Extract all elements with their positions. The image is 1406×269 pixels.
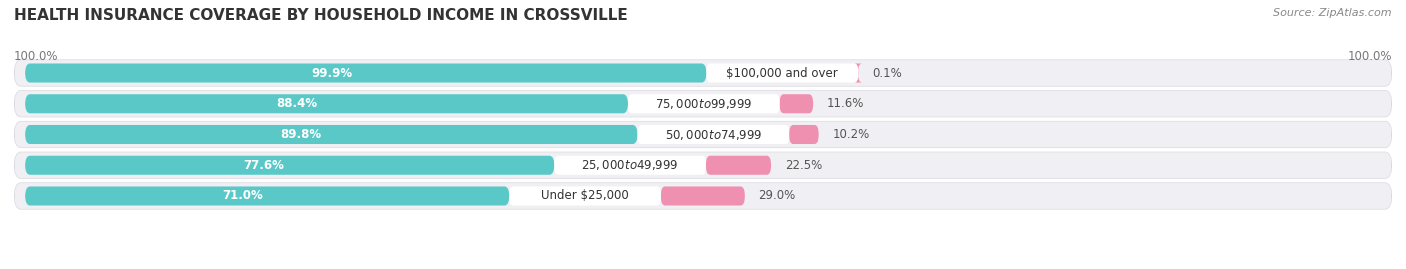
Text: Source: ZipAtlas.com: Source: ZipAtlas.com [1274,8,1392,18]
FancyBboxPatch shape [14,183,1392,209]
Text: 99.9%: 99.9% [311,66,353,80]
Text: 77.6%: 77.6% [243,159,284,172]
Text: $50,000 to $74,999: $50,000 to $74,999 [665,128,762,141]
FancyBboxPatch shape [706,156,770,175]
Text: $25,000 to $49,999: $25,000 to $49,999 [582,158,679,172]
Text: 11.6%: 11.6% [827,97,865,110]
FancyBboxPatch shape [554,156,706,175]
FancyBboxPatch shape [661,186,745,206]
FancyBboxPatch shape [25,125,637,144]
FancyBboxPatch shape [25,63,706,83]
Text: 100.0%: 100.0% [14,50,59,63]
Text: 0.1%: 0.1% [872,66,901,80]
Text: 29.0%: 29.0% [759,189,796,203]
FancyBboxPatch shape [628,94,779,113]
Text: HEALTH INSURANCE COVERAGE BY HOUSEHOLD INCOME IN CROSSVILLE: HEALTH INSURANCE COVERAGE BY HOUSEHOLD I… [14,8,628,23]
Text: 88.4%: 88.4% [276,97,316,110]
FancyBboxPatch shape [779,94,813,113]
FancyBboxPatch shape [25,156,554,175]
Text: 100.0%: 100.0% [1347,50,1392,63]
FancyBboxPatch shape [14,152,1392,178]
Legend: With Coverage, Without Coverage: With Coverage, Without Coverage [564,264,842,269]
Text: 22.5%: 22.5% [785,159,823,172]
FancyBboxPatch shape [637,125,789,144]
FancyBboxPatch shape [25,186,509,206]
Text: $100,000 and over: $100,000 and over [727,66,838,80]
FancyBboxPatch shape [14,60,1392,86]
FancyBboxPatch shape [14,91,1392,117]
Text: 89.8%: 89.8% [280,128,321,141]
Text: $75,000 to $99,999: $75,000 to $99,999 [655,97,752,111]
FancyBboxPatch shape [706,63,858,83]
FancyBboxPatch shape [855,63,862,83]
Text: 10.2%: 10.2% [832,128,870,141]
Text: 71.0%: 71.0% [222,189,263,203]
FancyBboxPatch shape [14,121,1392,148]
FancyBboxPatch shape [25,94,628,113]
Text: Under $25,000: Under $25,000 [541,189,628,203]
FancyBboxPatch shape [509,186,661,206]
FancyBboxPatch shape [789,125,818,144]
